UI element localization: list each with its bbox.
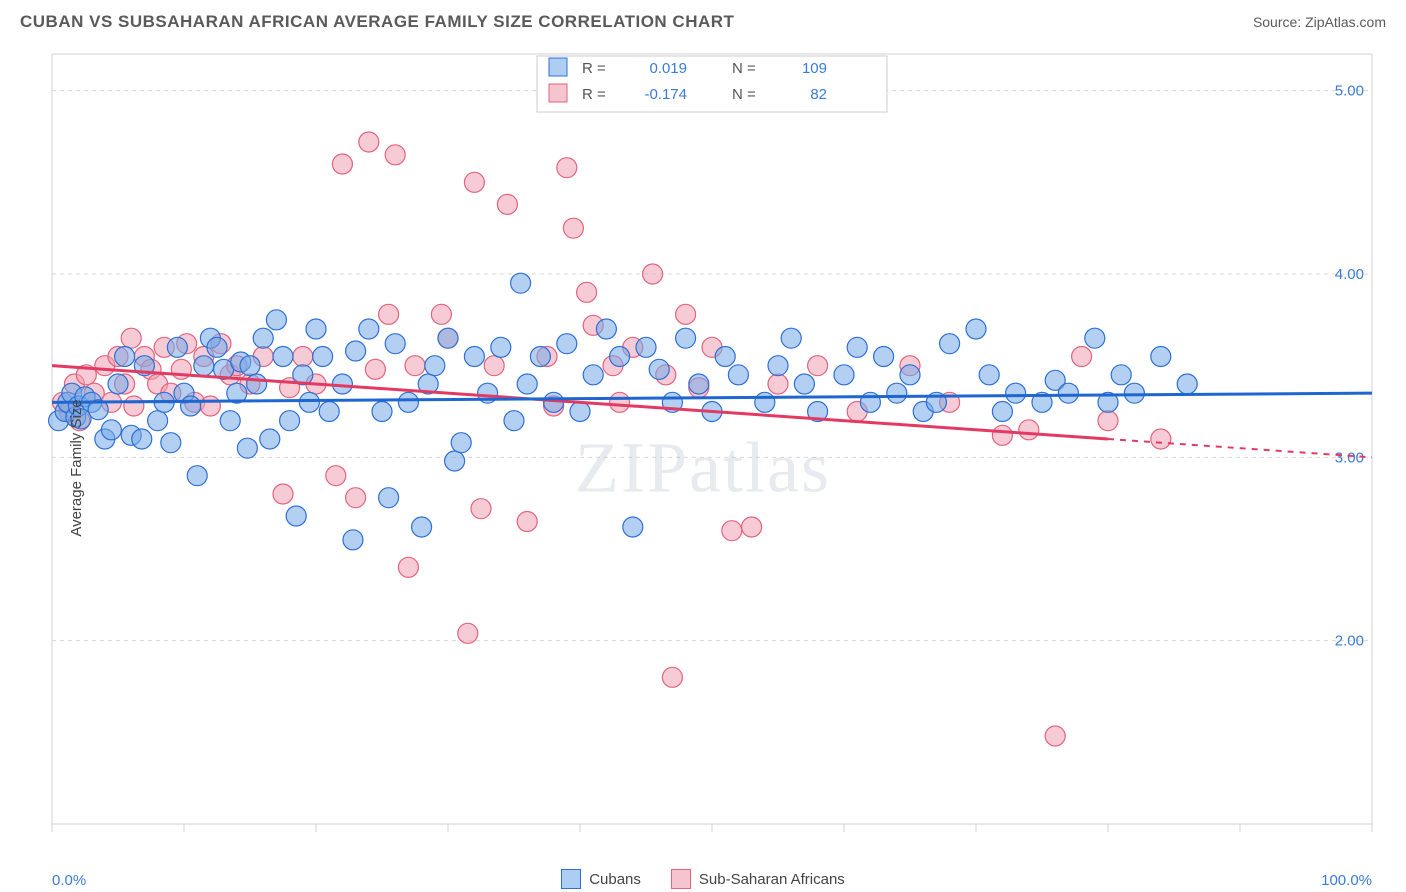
svg-text:4.00: 4.00 <box>1335 266 1364 283</box>
svg-text:3.00: 3.00 <box>1335 449 1364 466</box>
legend-item-cubans: Cubans <box>561 869 641 889</box>
svg-text:R =: R = <box>582 60 606 77</box>
svg-text:5.00: 5.00 <box>1335 83 1364 100</box>
svg-text:N =: N = <box>732 86 756 103</box>
y-axis-label: Average Family Size <box>68 399 85 536</box>
svg-text:N =: N = <box>732 60 756 77</box>
svg-text:109: 109 <box>802 60 827 77</box>
legend-label-cubans: Cubans <box>589 871 641 888</box>
bottom-legend: Cubans Sub-Saharan Africans <box>0 869 1406 889</box>
source-attribution: Source: ZipAtlas.com <box>1253 14 1386 30</box>
legend-swatch-subsaharan <box>671 869 691 889</box>
legend-item-subsaharan: Sub-Saharan Africans <box>671 869 845 889</box>
svg-text:82: 82 <box>810 86 827 103</box>
scatter-chart: 2.00 3.00 4.00 5.00 R = 0.019 N = 109 R = -0.174 N… <box>0 44 1406 864</box>
svg-text:2.00: 2.00 <box>1335 633 1364 650</box>
source-label: Source: <box>1253 14 1305 30</box>
chart-title: CUBAN VS SUBSAHARAN AFRICAN AVERAGE FAMI… <box>20 12 734 32</box>
source-name: ZipAtlas.com <box>1305 14 1386 30</box>
legend-swatch-cubans <box>561 869 581 889</box>
svg-text:-0.174: -0.174 <box>644 86 687 103</box>
svg-text:0.019: 0.019 <box>649 60 687 77</box>
legend-label-subsaharan: Sub-Saharan Africans <box>699 871 845 888</box>
svg-text:R =: R = <box>582 86 606 103</box>
